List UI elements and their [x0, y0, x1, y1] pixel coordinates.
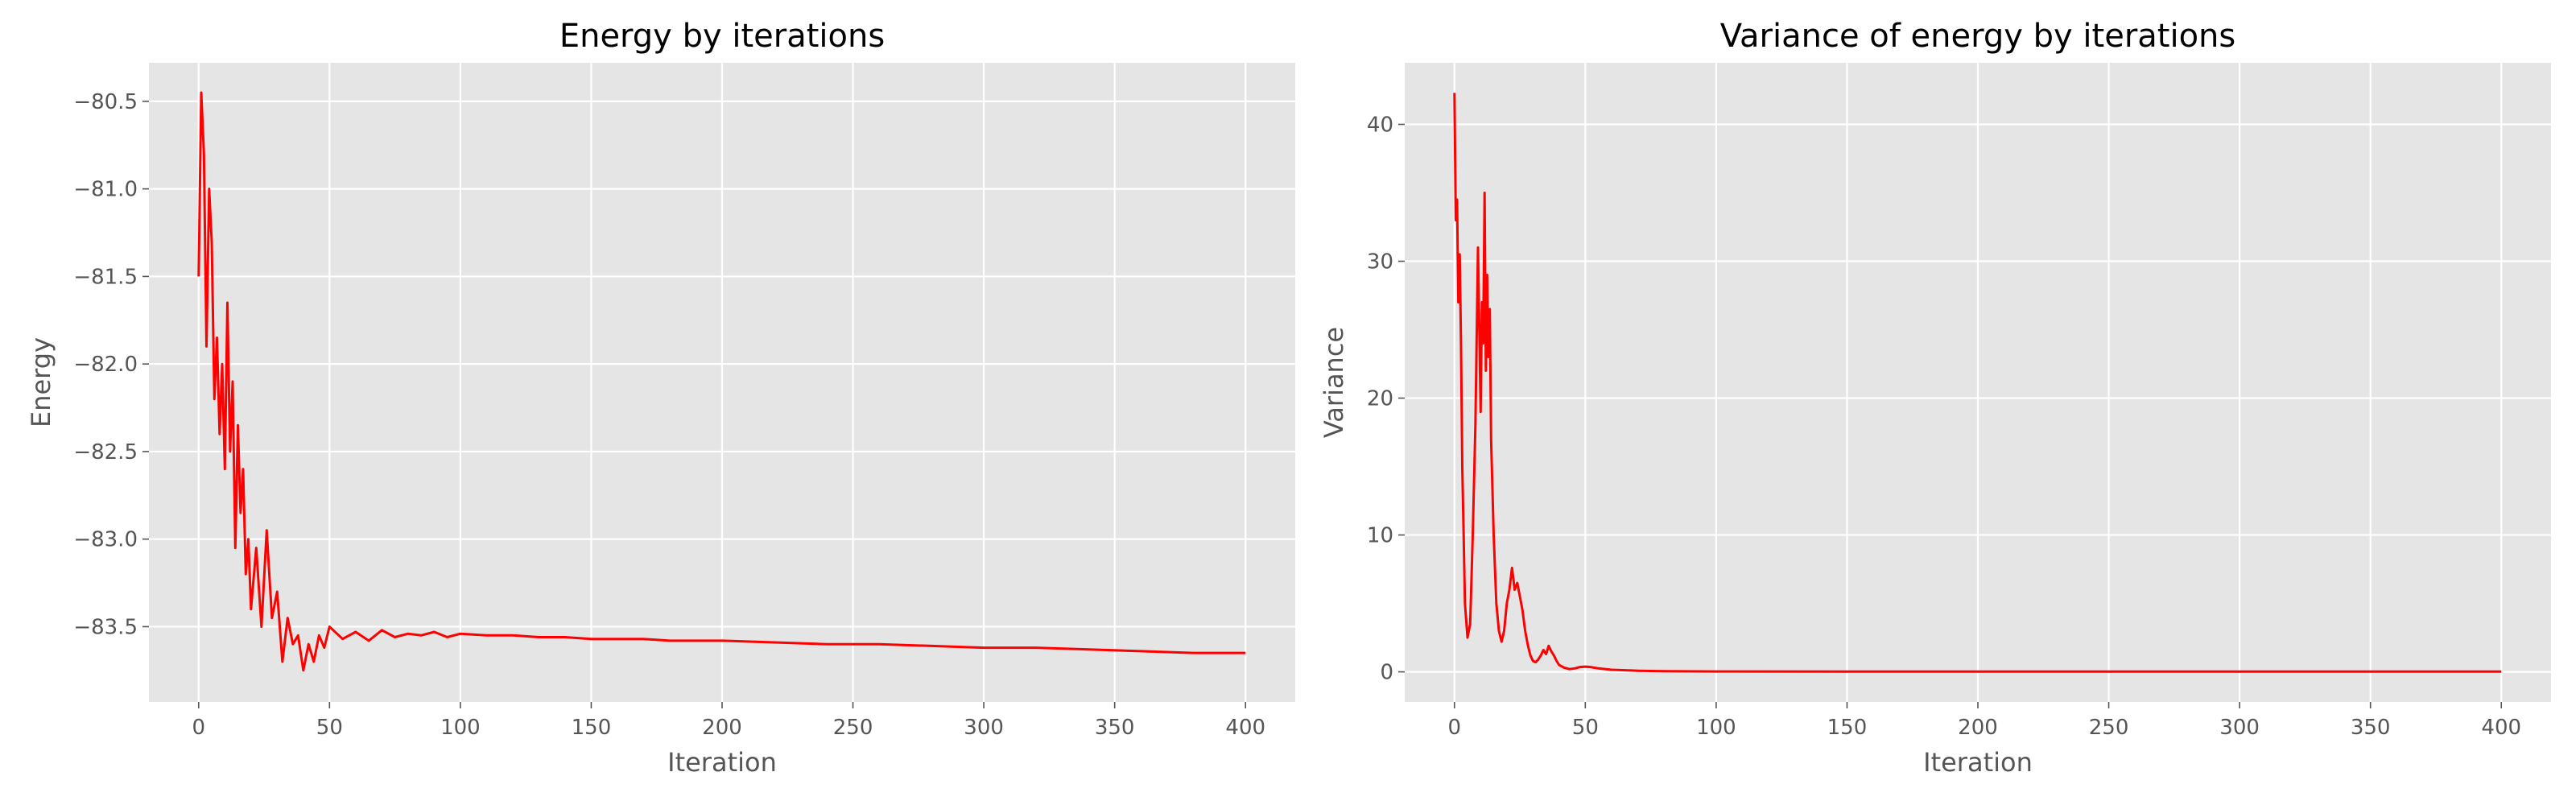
x-tick-label: 150	[1827, 716, 1868, 740]
y-tick-label: −83.0	[73, 528, 138, 552]
y-axis-label: Variance	[1319, 327, 1349, 438]
series-line	[197, 91, 1246, 672]
y-tick-label: 10	[1367, 524, 1393, 548]
x-tick-label: 300	[964, 716, 1004, 740]
y-tick-label: 40	[1367, 114, 1393, 138]
x-tick-label: 200	[1958, 716, 1998, 740]
y-axis-label: Energy	[26, 337, 56, 427]
y-tick-label: −81.5	[73, 265, 138, 289]
energy-chart-panel: 0 50 100 150 200 250 300 350 400 −80.5 −81.0 −81.5 −…	[26, 18, 1295, 778]
series-line	[1453, 93, 2502, 673]
x-tick-label: 150	[572, 716, 612, 740]
y-tick-label: 0	[1380, 661, 1393, 685]
x-tick-label: 250	[2089, 716, 2129, 740]
x-tick-label: 0	[192, 716, 205, 740]
x-axis-label: Iteration	[1923, 747, 2033, 778]
y-tick-label: −80.5	[73, 90, 138, 114]
chart-title: Energy by iterations	[559, 18, 885, 55]
x-tick-label: 400	[1225, 716, 1265, 740]
x-tick-label: 200	[702, 716, 742, 740]
variance-chart-panel: 0 50 100 150 200 250 300 350 400 0 10 20 30 40 Varianc…	[1319, 18, 2551, 778]
x-tick-label: 50	[1572, 716, 1599, 740]
y-tick-label: −82.0	[73, 353, 138, 377]
x-tick-label: 350	[1095, 716, 1135, 740]
x-axis-label: Iteration	[667, 747, 777, 778]
x-tick-label: 250	[833, 716, 873, 740]
x-tick-label: 300	[2219, 716, 2260, 740]
x-tick-label: 100	[440, 716, 481, 740]
y-tick-label: 30	[1367, 250, 1393, 275]
chart-title: Variance of energy by iterations	[1720, 18, 2235, 55]
y-tick-label: 20	[1367, 387, 1393, 411]
x-tick-label: 400	[2481, 716, 2521, 740]
y-tick-label: −81.0	[73, 178, 138, 202]
y-tick-label: −83.5	[73, 615, 138, 639]
x-tick-label: 50	[316, 716, 343, 740]
x-tick-label: 100	[1696, 716, 1736, 740]
x-tick-label: 0	[1447, 716, 1461, 740]
x-tick-label: 350	[2351, 716, 2391, 740]
y-tick-label: −82.5	[73, 440, 138, 464]
